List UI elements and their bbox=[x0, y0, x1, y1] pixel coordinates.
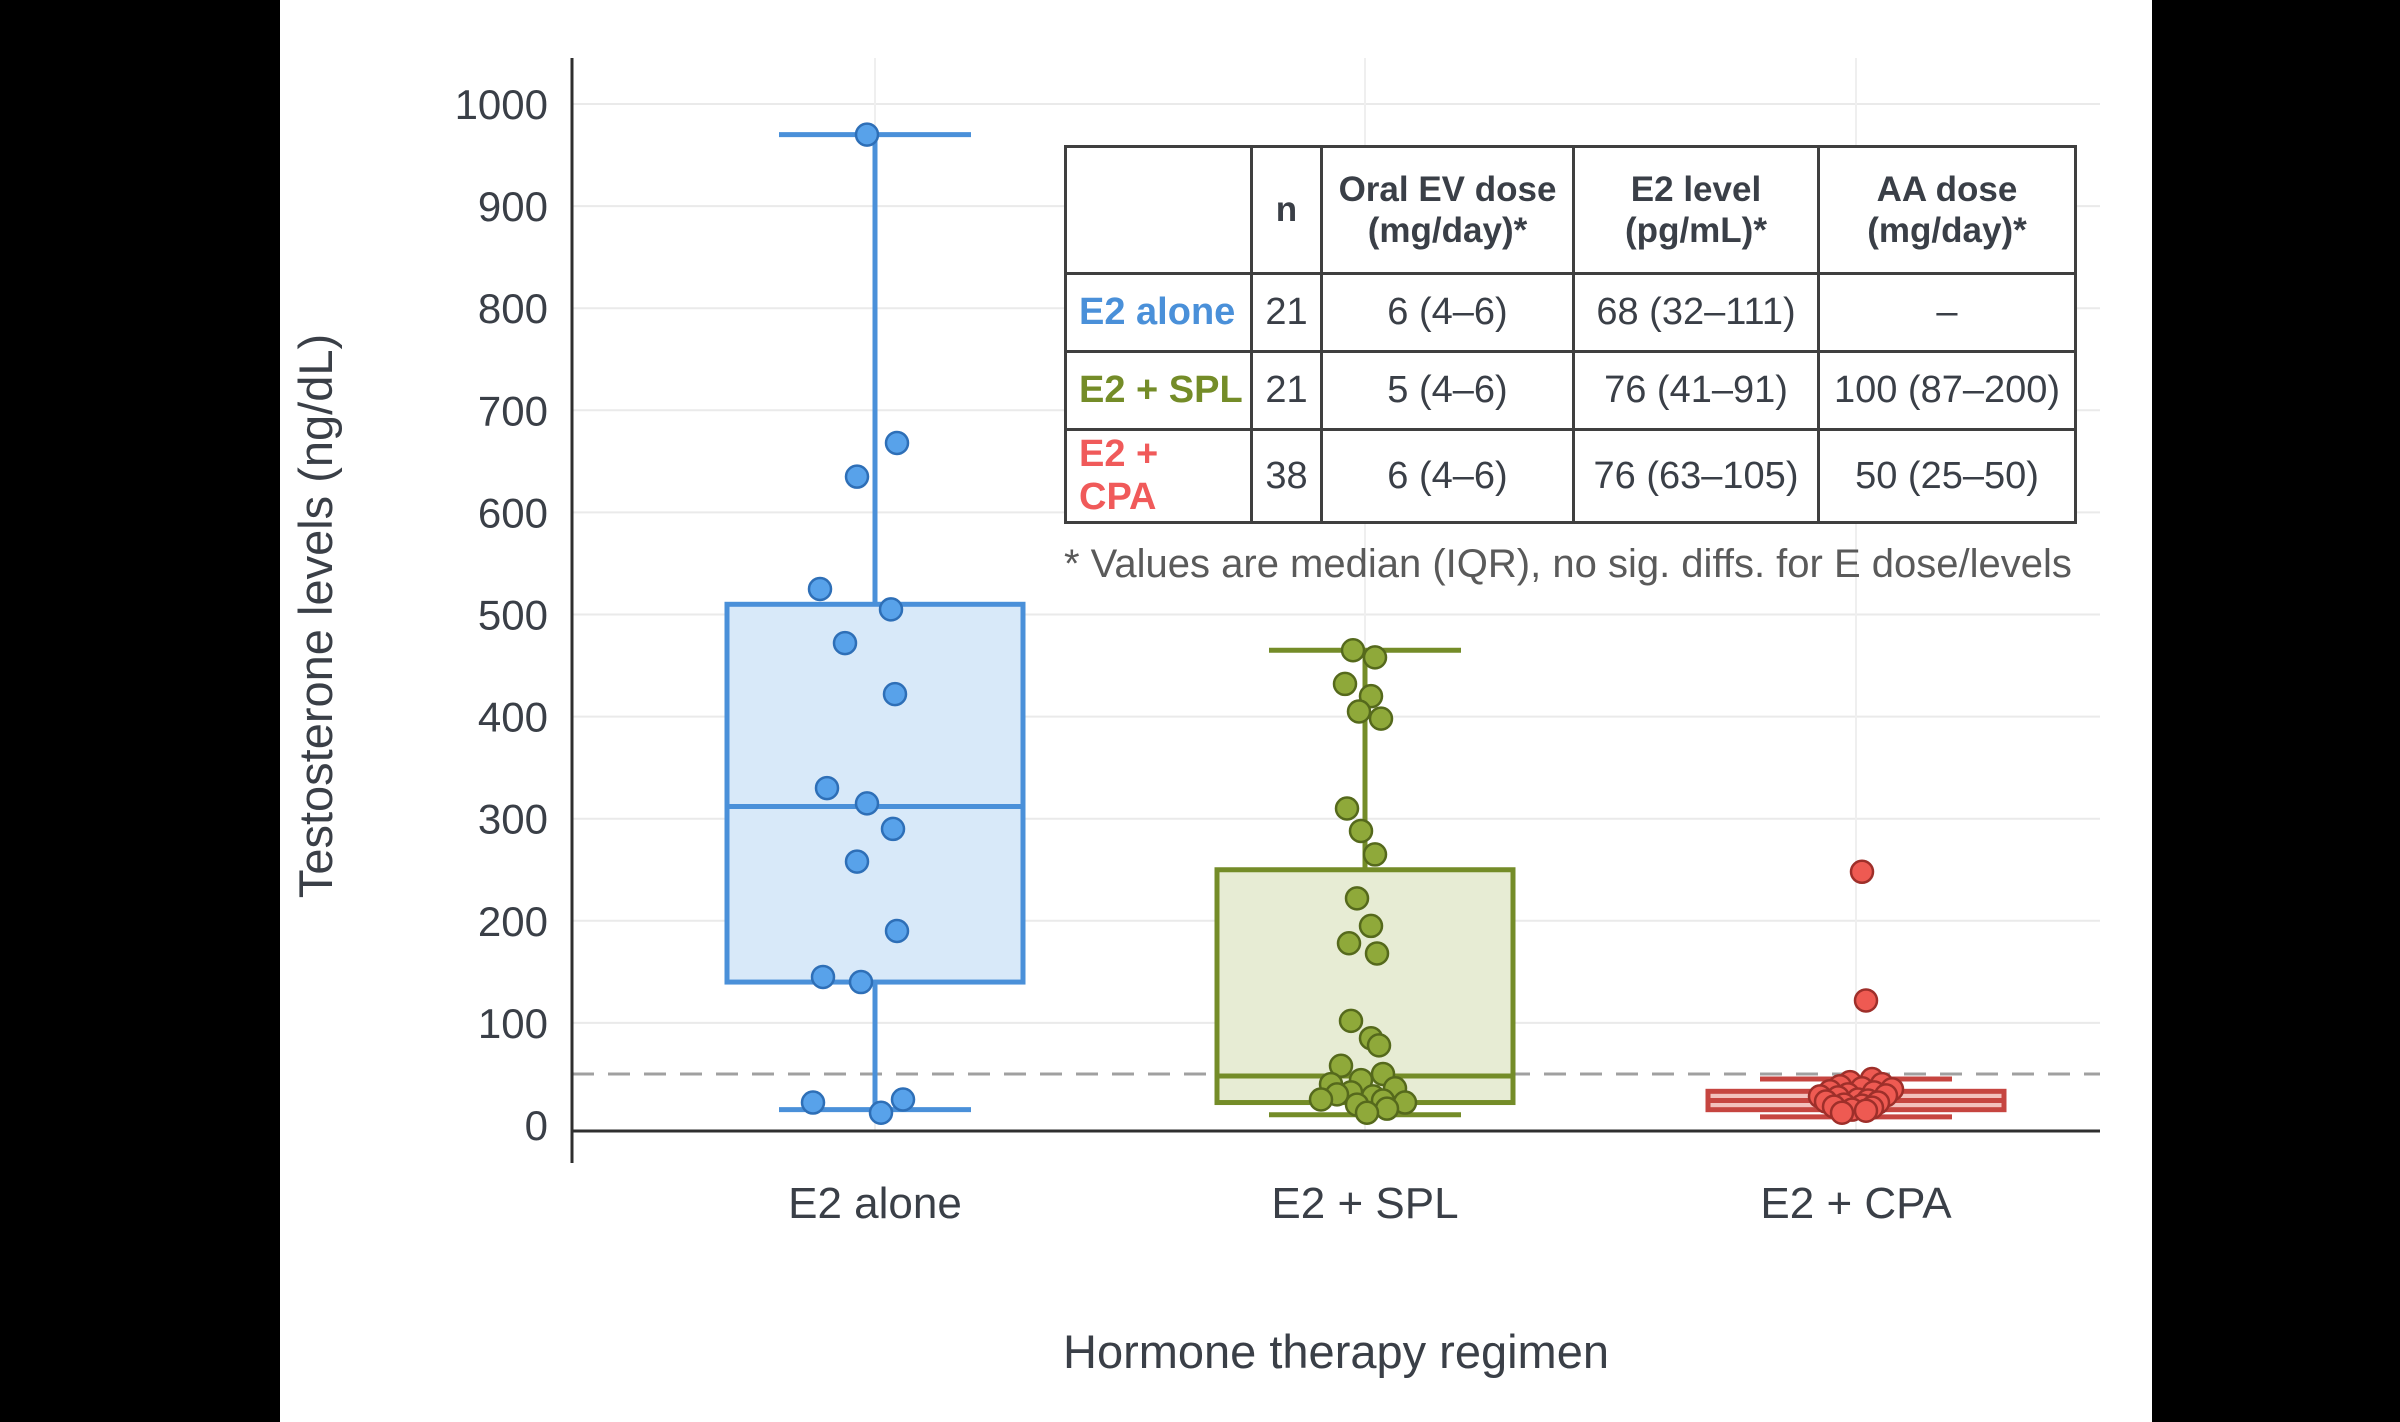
data-point bbox=[1334, 796, 1360, 821]
data-point bbox=[1308, 1087, 1334, 1112]
box-E2 + SPL bbox=[1214, 867, 1516, 1106]
data-point bbox=[1346, 699, 1372, 724]
data-point bbox=[1368, 706, 1394, 731]
chart-area: 0 100 200 300 400 500 600 700 800 900 1000 E2 alone… bbox=[280, 0, 2152, 1422]
data-point bbox=[1374, 1096, 1400, 1121]
data-point bbox=[1344, 886, 1370, 911]
data-point bbox=[884, 918, 910, 944]
y-tick-label: 400 bbox=[478, 694, 548, 741]
data-point bbox=[810, 964, 836, 990]
data-point bbox=[1362, 842, 1388, 867]
data-point bbox=[1354, 1100, 1380, 1125]
y-tick-label: 100 bbox=[478, 1000, 548, 1047]
table-cell: 76 (63–105) bbox=[1572, 428, 1820, 524]
data-point bbox=[800, 1090, 826, 1115]
y-tick-label: 900 bbox=[478, 183, 548, 230]
y-tick-label: 200 bbox=[478, 898, 548, 945]
y-axis-title: Testosterone levels (ng/dL) bbox=[289, 334, 342, 898]
data-point bbox=[1328, 1053, 1354, 1079]
x-axis-title: Hormone therapy regimen bbox=[1063, 1325, 1609, 1378]
data-point bbox=[814, 775, 840, 801]
table-cell: 68 (32–111) bbox=[1572, 272, 1820, 353]
data-point bbox=[1366, 1033, 1392, 1058]
y-tick-label: 800 bbox=[478, 285, 548, 332]
table-cell: 6 (4–6) bbox=[1320, 428, 1575, 524]
data-point bbox=[1358, 913, 1384, 939]
row-label-E2-+-SPL: E2 + SPL bbox=[1064, 350, 1253, 431]
data-point bbox=[882, 681, 908, 707]
data-point bbox=[844, 464, 870, 489]
table-row: E2 + SPL 21 5 (4–6) 76 (41–91) 100 (87–200) bbox=[1064, 350, 2077, 431]
category-label: E2 + CPA bbox=[1760, 1179, 1952, 1228]
table-cell: 5 (4–6) bbox=[1320, 350, 1575, 431]
data-point bbox=[880, 816, 906, 842]
data-point bbox=[1853, 988, 1879, 1013]
data-point bbox=[854, 122, 880, 147]
table-header-cell: AA dose (mg/day)* bbox=[1817, 145, 2077, 275]
data-point bbox=[1332, 671, 1358, 697]
data-point bbox=[1853, 1098, 1879, 1123]
table-cell: 50 (25–50) bbox=[1817, 428, 2077, 524]
data-point bbox=[1364, 941, 1390, 966]
data-point bbox=[854, 791, 880, 816]
testosterone-boxplot: 0 100 200 300 400 500 600 700 800 900 1000 E2 alone… bbox=[289, 58, 2100, 1378]
data-point bbox=[868, 1100, 894, 1125]
table-header-row: n Oral EV dose (mg/day)* E2 level (pg/mL)*… bbox=[1064, 145, 2077, 275]
category-label: E2 + SPL bbox=[1271, 1179, 1458, 1228]
inset-table-wrap: n Oral EV dose (mg/day)* E2 level (pg/mL)*… bbox=[1064, 145, 2077, 587]
data-point bbox=[1348, 818, 1374, 844]
data-point bbox=[1338, 1008, 1364, 1034]
table-cell: 100 (87–200) bbox=[1817, 350, 2077, 431]
data-point bbox=[807, 576, 833, 602]
row-label-E2-alone: E2 alone bbox=[1064, 272, 1253, 353]
y-tick-label: 500 bbox=[478, 592, 548, 639]
data-point bbox=[1340, 637, 1366, 663]
row-label-E2-+-CPA: E2 + CPA bbox=[1064, 428, 1253, 524]
data-point bbox=[890, 1087, 916, 1112]
y-tick-label: 600 bbox=[478, 489, 548, 536]
table-footnote: * Values are median (IQR), no sig. diffs… bbox=[1064, 542, 2072, 586]
table-header-cell: E2 level (pg/mL)* bbox=[1572, 145, 1820, 275]
y-tick-label: 1000 bbox=[455, 81, 548, 128]
data-point bbox=[884, 430, 910, 456]
table-cell: 21 bbox=[1250, 350, 1323, 431]
category-label: E2 alone bbox=[788, 1179, 962, 1228]
data-point bbox=[1849, 859, 1875, 885]
data-point bbox=[878, 597, 904, 622]
table-header-cell: Oral EV dose (mg/day)* bbox=[1320, 145, 1575, 275]
y-tick-label: 300 bbox=[478, 796, 548, 843]
table-header-cell: n bbox=[1250, 145, 1323, 275]
chart-layers: 0 100 200 300 400 500 600 700 800 900 1000 E2 alone… bbox=[455, 58, 2100, 1228]
data-point bbox=[848, 969, 874, 995]
table-cell: 21 bbox=[1250, 272, 1323, 353]
table-cell: 38 bbox=[1250, 428, 1323, 524]
data-point bbox=[844, 849, 870, 874]
table-row: E2 + CPA 38 6 (4–6) 76 (63–105) 50 (25–50) bbox=[1064, 428, 2077, 524]
y-tick-label: 0 bbox=[525, 1102, 548, 1149]
data-point bbox=[832, 630, 858, 656]
data-point bbox=[1362, 645, 1388, 670]
table-cell: – bbox=[1817, 272, 2077, 353]
table-header-cell bbox=[1064, 145, 1253, 275]
table-cell: 6 (4–6) bbox=[1320, 272, 1575, 353]
y-tick-label: 700 bbox=[478, 387, 548, 434]
data-point bbox=[1829, 1100, 1855, 1125]
table-row: E2 alone 21 6 (4–6) 68 (32–111) – bbox=[1064, 272, 2077, 353]
box-E2 alone bbox=[724, 601, 1026, 985]
data-point bbox=[1336, 931, 1362, 956]
summary-table: n Oral EV dose (mg/day)* E2 level (pg/mL)*… bbox=[1064, 145, 2077, 524]
table-cell: 76 (41–91) bbox=[1572, 350, 1820, 431]
